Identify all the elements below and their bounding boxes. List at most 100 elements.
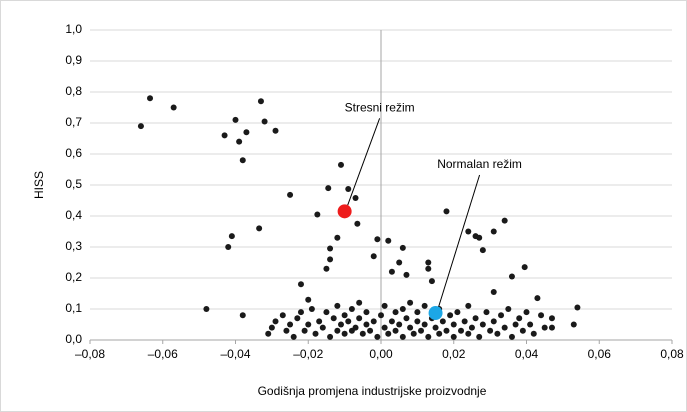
point (345, 186, 352, 193)
point (508, 273, 515, 280)
point (367, 327, 374, 334)
point (472, 315, 479, 322)
point (450, 333, 457, 340)
point (403, 271, 410, 278)
point (363, 321, 370, 328)
point (519, 327, 526, 334)
point (428, 278, 435, 285)
point (323, 309, 330, 316)
x-tick-label: 0,00 (369, 347, 393, 361)
y-tick-label: 0,1 (65, 301, 82, 315)
point (290, 333, 297, 340)
annotation-leader (347, 118, 381, 206)
point (374, 236, 381, 243)
point (327, 333, 334, 340)
point (516, 315, 523, 322)
point (479, 321, 486, 328)
point (490, 318, 497, 325)
point (487, 327, 494, 334)
point (396, 321, 403, 328)
annotation-leader (438, 174, 481, 308)
point (407, 324, 414, 331)
y-tick-label: 1,0 (65, 22, 82, 36)
point (203, 306, 210, 312)
point (305, 296, 312, 303)
point (312, 330, 319, 337)
point (314, 211, 321, 218)
point (436, 330, 443, 337)
y-tick-label: 0,0 (65, 332, 82, 346)
highlight-point (337, 204, 352, 219)
point (352, 195, 359, 202)
point (334, 327, 341, 334)
point (490, 288, 497, 295)
point (147, 95, 154, 102)
point (327, 256, 334, 263)
point (461, 318, 468, 325)
point (256, 225, 263, 232)
x-tick-label: 0,06 (588, 347, 612, 361)
point (334, 302, 341, 309)
point (541, 324, 548, 331)
point (425, 333, 432, 340)
x-tick-label: 0,04 (515, 347, 539, 361)
x-tick-label: –0,06 (148, 347, 178, 361)
point (443, 208, 450, 215)
point (476, 333, 483, 340)
point (236, 138, 243, 145)
point (534, 295, 541, 302)
point (479, 247, 486, 254)
point (407, 299, 414, 306)
point (530, 330, 537, 337)
point (512, 321, 519, 328)
annotation: Stresni režim (345, 101, 415, 115)
point (374, 333, 381, 340)
x-tick-label: 0,08 (660, 347, 684, 361)
point (399, 306, 406, 312)
y-tick-label: 0,4 (65, 208, 82, 222)
point (570, 321, 577, 328)
point (447, 312, 454, 319)
y-tick-label: 0,2 (65, 270, 82, 284)
point (458, 327, 465, 334)
point (170, 104, 177, 111)
point (425, 259, 432, 266)
point (232, 116, 239, 123)
point (297, 281, 304, 288)
point (221, 132, 228, 139)
point (308, 306, 315, 312)
point (490, 228, 497, 235)
point (356, 299, 363, 306)
point (505, 306, 512, 312)
point (468, 324, 475, 331)
point (261, 118, 268, 125)
y-tick-label: 0,8 (65, 84, 82, 98)
point (527, 321, 534, 328)
point (225, 244, 232, 250)
point (414, 318, 421, 325)
y-tick-label: 0,5 (65, 177, 82, 191)
y-tick-label: 0,3 (65, 239, 82, 253)
point (337, 161, 344, 168)
point (279, 312, 286, 319)
point (385, 330, 392, 337)
point (414, 309, 421, 316)
point (337, 321, 344, 328)
point (465, 228, 472, 235)
point (403, 315, 410, 322)
point (439, 318, 446, 325)
x-tick-label: –0,04 (220, 347, 250, 361)
point (421, 302, 428, 309)
annotation: Normalan režim (437, 157, 522, 171)
point (476, 234, 483, 241)
point (370, 318, 377, 325)
point (454, 309, 461, 316)
x-tick-label: –0,02 (293, 347, 323, 361)
point (538, 312, 545, 319)
point (378, 312, 384, 319)
point (359, 330, 366, 337)
point (325, 185, 332, 192)
highlight-point (428, 306, 443, 321)
point (341, 312, 348, 319)
